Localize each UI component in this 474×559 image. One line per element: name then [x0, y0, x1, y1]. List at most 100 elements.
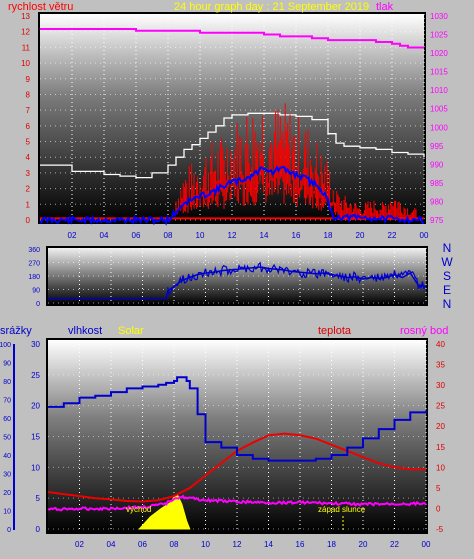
solar-label: Solar — [118, 325, 144, 337]
pressure-tick-label: 990 — [430, 160, 444, 169]
precipitation-tick-label: 30 — [3, 472, 11, 479]
humidity-tick-label: 25 — [31, 371, 40, 380]
temperature-tick-label: 10 — [436, 463, 445, 472]
wind-direction-tick-label: 0 — [36, 301, 40, 308]
pressure-tick-label: 1025 — [430, 31, 448, 40]
x-tick-label: 22 — [390, 540, 399, 549]
compass-letter: N — [443, 297, 452, 311]
temperature-tick-label: 20 — [436, 422, 445, 431]
temperature-tick-label: 30 — [436, 381, 445, 390]
x-tick-label: 10 — [196, 231, 205, 240]
temperature-axis: -5 0 5 10 15 20 25 30 35 40 — [436, 340, 445, 534]
precipitation-label: srážky — [0, 325, 32, 337]
x-tick-label: 02 — [75, 540, 84, 549]
x-tick-label: 08 — [164, 231, 173, 240]
panel3-annotations: východ západ slunce — [126, 505, 366, 532]
humidity-axis: 0 5 10 15 20 25 30 — [31, 340, 40, 534]
x-tick-label: 00 — [422, 540, 431, 549]
pressure-tick-label: 985 — [430, 179, 444, 188]
pressure-axis: 975 980 985 990 995 1000 1005 1010 1015 1020 1025 1… — [430, 12, 448, 225]
pressure-tick-label: 995 — [430, 142, 444, 151]
wind-direction-line — [48, 266, 427, 300]
temperature-tick-label: 15 — [436, 443, 445, 452]
wind-speed-tick-label: 3 — [26, 169, 31, 178]
wind-speed-tick-label: 8 — [26, 90, 31, 99]
x-tick-label: 12 — [233, 540, 242, 549]
wind-direction-axis: 0 90 180 270 360 — [28, 247, 40, 308]
precipitation-tick-label: 80 — [3, 379, 11, 386]
x-tick-label: 14 — [260, 231, 269, 240]
x-tick-label: 04 — [100, 231, 109, 240]
panel2-series — [48, 261, 427, 300]
wind-average-line — [39, 165, 425, 226]
compass-letter: E — [443, 283, 451, 297]
compass-letter: N — [443, 241, 452, 255]
x-tick-label: 04 — [107, 540, 116, 549]
humidity-label: vlhkost — [68, 325, 102, 337]
wind-direction-tick-label: 180 — [28, 274, 40, 281]
humidity-tick-label: 0 — [36, 525, 41, 534]
x-tick-label: 18 — [324, 231, 333, 240]
x-tick-label: 18 — [327, 540, 336, 549]
temperature-label: teplota — [318, 325, 352, 337]
x-tick-label: 00 — [420, 231, 429, 240]
humidity-tick-label: 5 — [36, 494, 41, 503]
precipitation-tick-label: 50 — [3, 435, 11, 442]
dew-point-line — [47, 494, 427, 512]
panel1-x-axis: 02 04 06 08 10 12 14 16 18 20 22 00 — [68, 231, 429, 240]
humidity-tick-label: 20 — [31, 402, 40, 411]
humidity-tick-label: 30 — [31, 340, 40, 349]
wind-speed-tick-label: 0 — [26, 216, 31, 225]
panel3-series — [47, 376, 427, 530]
x-tick-label: 06 — [132, 231, 141, 240]
humidity-line — [48, 376, 427, 462]
x-tick-label: 22 — [388, 231, 397, 240]
sunrise-annotation: východ — [126, 505, 151, 514]
wind-speed-tick-label: 4 — [26, 153, 31, 162]
x-tick-label: 14 — [264, 540, 273, 549]
temperature-tick-label: -5 — [436, 525, 444, 534]
pressure-label: tlak — [376, 1, 394, 13]
wind-speed-tick-label: 13 — [21, 12, 30, 21]
wind-speed-tick-label: 7 — [26, 106, 31, 115]
precipitation-tick-label: 90 — [3, 361, 11, 368]
temperature-tick-label: 0 — [436, 504, 441, 513]
precipitation-tick-label: 20 — [3, 490, 11, 497]
wind-speed-tick-label: 12 — [21, 28, 30, 37]
precipitation-axis: 0 10 20 30 40 50 60 70 80 90 100 — [0, 342, 15, 534]
pressure-tick-label: 1000 — [430, 123, 448, 132]
wind-speed-tick-label: 5 — [26, 138, 31, 147]
wind-speed-tick-label: 9 — [26, 75, 31, 84]
temperature-tick-label: 35 — [436, 361, 445, 370]
x-tick-label: 16 — [296, 540, 305, 549]
precipitation-tick-label: 100 — [0, 342, 11, 349]
temperature-tick-label: 25 — [436, 402, 445, 411]
humidity-tick-label: 15 — [31, 433, 40, 442]
compass-letter: W — [441, 255, 453, 269]
wind-direction-tick-label: 270 — [28, 261, 40, 268]
humidity-tick-label: 10 — [31, 463, 40, 472]
precipitation-tick-label: 10 — [3, 509, 11, 516]
pressure-tick-label: 975 — [430, 216, 444, 225]
wind-speed-label: rychlost větru — [8, 1, 73, 13]
panel2-grid — [48, 248, 427, 304]
pressure-tick-label: 980 — [430, 197, 444, 206]
wind-speed-tick-label: 2 — [26, 185, 31, 194]
temperature-tick-label: 40 — [436, 340, 445, 349]
x-tick-label: 08 — [170, 540, 179, 549]
precipitation-tick-label: 40 — [3, 453, 11, 460]
precipitation-tick-label: 0 — [7, 527, 11, 534]
dew-point-label: rosný bod — [400, 325, 448, 337]
compass-letter: S — [443, 269, 451, 283]
pressure-line — [40, 28, 424, 49]
sunset-annotation: západ slunce — [318, 505, 366, 514]
panel1-series — [39, 28, 425, 226]
temperature-tick-label: 5 — [436, 484, 441, 493]
gust-max-line — [40, 112, 425, 179]
pressure-tick-label: 1015 — [430, 68, 448, 77]
pressure-tick-label: 1010 — [430, 86, 448, 95]
